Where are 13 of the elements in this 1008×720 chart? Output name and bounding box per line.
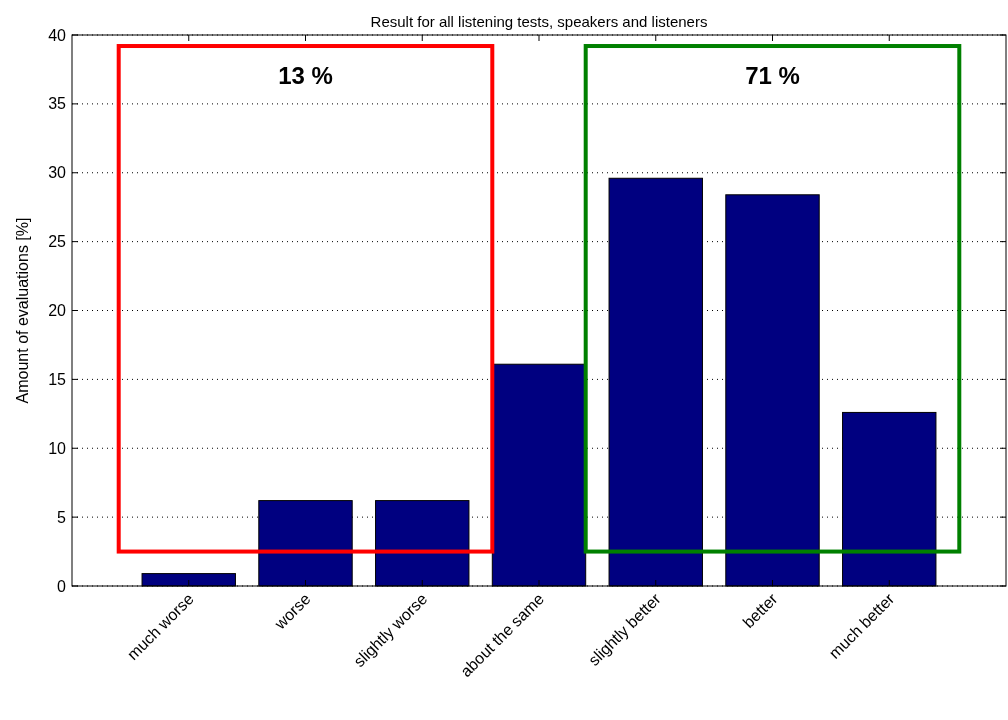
y-tick-label: 15: [48, 370, 67, 388]
y-tick-label: 35: [48, 95, 67, 113]
annotation: 13 %: [278, 62, 333, 90]
annotation: 71 %: [745, 62, 800, 90]
y-tick-label: 25: [48, 233, 67, 251]
y-axis-title: Amount of evaluations [%]: [14, 217, 31, 404]
y-tick-label: 20: [48, 302, 67, 320]
chart-title: Result for all listening tests, speakers and listeners: [370, 13, 708, 30]
y-tick-label: 5: [57, 508, 67, 526]
y-tick-label: 30: [48, 164, 67, 182]
y-tick-label: 0: [57, 577, 67, 595]
y-tick-label: 10: [48, 439, 67, 457]
y-tick-label: 40: [48, 26, 67, 44]
